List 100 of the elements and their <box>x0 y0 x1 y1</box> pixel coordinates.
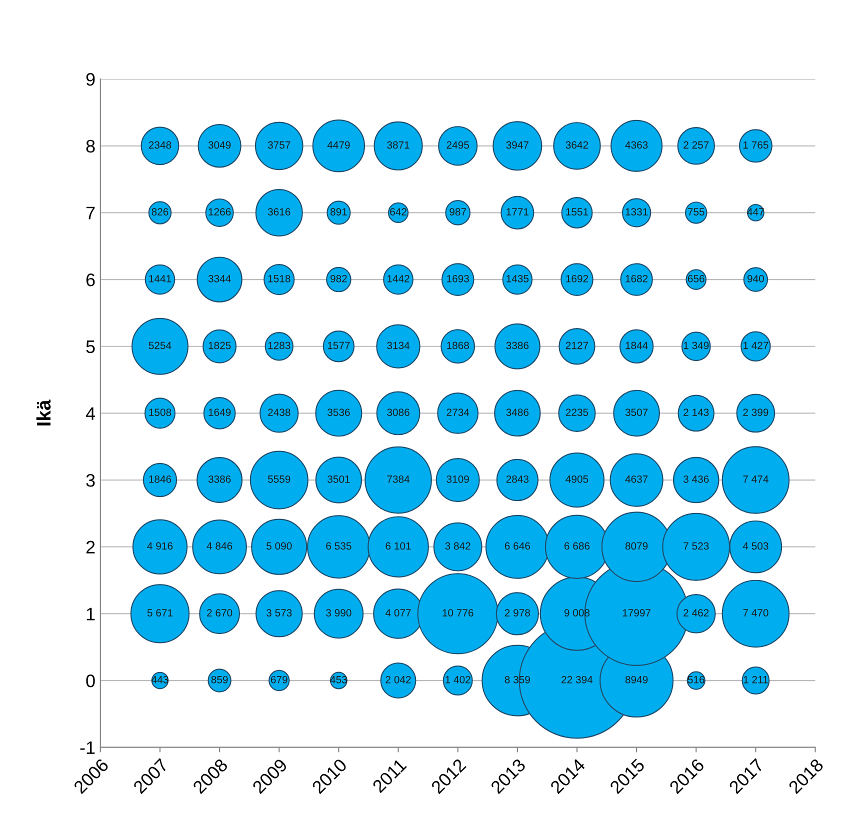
data-label: 2348 <box>148 141 172 149</box>
data-label: 1577 <box>328 342 350 350</box>
data-label: 5 090 <box>266 542 292 550</box>
data-label: 6 535 <box>326 542 352 550</box>
data-label: 3086 <box>387 408 410 416</box>
data-label: 1442 <box>387 274 410 282</box>
y-tick-label: 6 <box>86 273 95 286</box>
data-label: 3616 <box>268 208 290 216</box>
data-label: 1331 <box>626 208 648 216</box>
y-tick-label: 3 <box>86 474 95 487</box>
data-label: 5 671 <box>147 609 173 616</box>
data-label: 4479 <box>327 141 350 149</box>
data-label: 755 <box>688 208 704 216</box>
data-label: 656 <box>688 274 704 282</box>
data-label: 1283 <box>268 342 290 350</box>
data-label: 7384 <box>387 475 410 483</box>
data-label: 3871 <box>387 141 410 149</box>
data-label: 7 470 <box>743 609 768 616</box>
data-label: 17997 <box>622 609 651 616</box>
data-label: 3757 <box>268 141 290 149</box>
data-label: 2 399 <box>743 408 768 416</box>
data-label: 2235 <box>566 408 588 416</box>
data-label: 3 842 <box>445 542 470 550</box>
data-label: 5559 <box>268 475 290 483</box>
data-label: 2438 <box>268 408 290 416</box>
y-tick-label: 8 <box>86 140 95 153</box>
data-label: 3536 <box>328 408 350 416</box>
data-label: 859 <box>211 676 228 684</box>
data-label: 940 <box>747 274 764 282</box>
data-label: 3 990 <box>326 609 352 616</box>
data-label: 10 776 <box>442 609 474 616</box>
y-tick-label: 0 <box>86 674 95 688</box>
data-label: 642 <box>390 208 406 216</box>
data-label: 8949 <box>625 676 648 684</box>
data-label: 6 101 <box>386 542 411 550</box>
data-label: 2 143 <box>684 408 709 416</box>
data-label: 1844 <box>626 342 648 350</box>
data-label: 987 <box>450 208 466 216</box>
data-label: 1771 <box>506 208 528 216</box>
data-label: 2 978 <box>504 609 530 616</box>
data-label: 1518 <box>268 274 290 282</box>
data-label: 1682 <box>626 274 648 282</box>
data-label: 4905 <box>566 475 588 483</box>
y-tick-label: 1 <box>86 608 95 620</box>
data-label: 3501 <box>328 475 350 483</box>
data-label: 4363 <box>625 141 648 149</box>
data-label: 2 462 <box>684 609 709 616</box>
y-tick-label: 2 <box>86 540 95 554</box>
data-label: 1692 <box>566 274 588 282</box>
y-axis-title: Ikä <box>36 400 51 426</box>
data-label: 1 427 <box>743 342 768 350</box>
data-label: 5254 <box>148 342 172 350</box>
data-label: 1435 <box>506 274 529 282</box>
data-label: 3344 <box>208 274 231 282</box>
data-label: 1441 <box>149 275 172 282</box>
data-label: 3 573 <box>266 609 292 616</box>
data-label: 3642 <box>566 141 588 149</box>
data-label: 1868 <box>447 342 469 350</box>
data-label: 2 257 <box>684 141 709 149</box>
data-label: 4637 <box>625 475 648 483</box>
data-label: 22 394 <box>562 676 593 684</box>
data-label: 1 349 <box>684 342 709 350</box>
data-label: 1551 <box>566 208 588 216</box>
data-label: 4 916 <box>147 542 173 550</box>
data-label: 2127 <box>566 342 588 350</box>
data-label: 1 402 <box>446 676 470 684</box>
data-label: 2843 <box>506 475 529 483</box>
data-label: 3386 <box>208 475 231 483</box>
data-label: 3109 <box>446 475 469 483</box>
data-label: 1 765 <box>743 141 768 149</box>
data-label: 3134 <box>387 342 410 350</box>
data-label: 679 <box>270 676 288 684</box>
y-tick-label: 4 <box>86 407 96 420</box>
data-label: 1649 <box>208 408 231 416</box>
data-label: 3 436 <box>683 475 709 483</box>
data-label: 1 211 <box>744 676 768 684</box>
data-label: 516 <box>688 676 704 684</box>
data-label: 826 <box>152 208 168 216</box>
data-label: 3947 <box>506 141 528 149</box>
data-label: 3486 <box>506 408 529 416</box>
y-tick-label: 9 <box>86 72 95 86</box>
data-label: 2495 <box>446 141 469 149</box>
data-label: 982 <box>330 274 347 282</box>
y-tick-label: 5 <box>86 340 95 354</box>
data-label: 2 670 <box>207 609 232 616</box>
data-label: 1825 <box>208 342 231 350</box>
data-label: 1693 <box>447 274 469 282</box>
data-label: 7 523 <box>684 542 709 550</box>
data-label: 4 077 <box>385 609 411 616</box>
data-label: 3049 <box>208 141 231 149</box>
data-label: 4 846 <box>206 542 232 550</box>
data-label: 2 042 <box>386 676 411 684</box>
data-label: 2734 <box>446 408 470 416</box>
data-label: 3386 <box>506 342 529 350</box>
y-tick-label: 7 <box>86 206 95 220</box>
data-label: 3507 <box>625 408 648 416</box>
data-label: 1846 <box>149 475 172 483</box>
y-tick-label: -1 <box>80 741 95 754</box>
data-label: 891 <box>330 208 347 216</box>
data-label: 1508 <box>149 408 172 416</box>
